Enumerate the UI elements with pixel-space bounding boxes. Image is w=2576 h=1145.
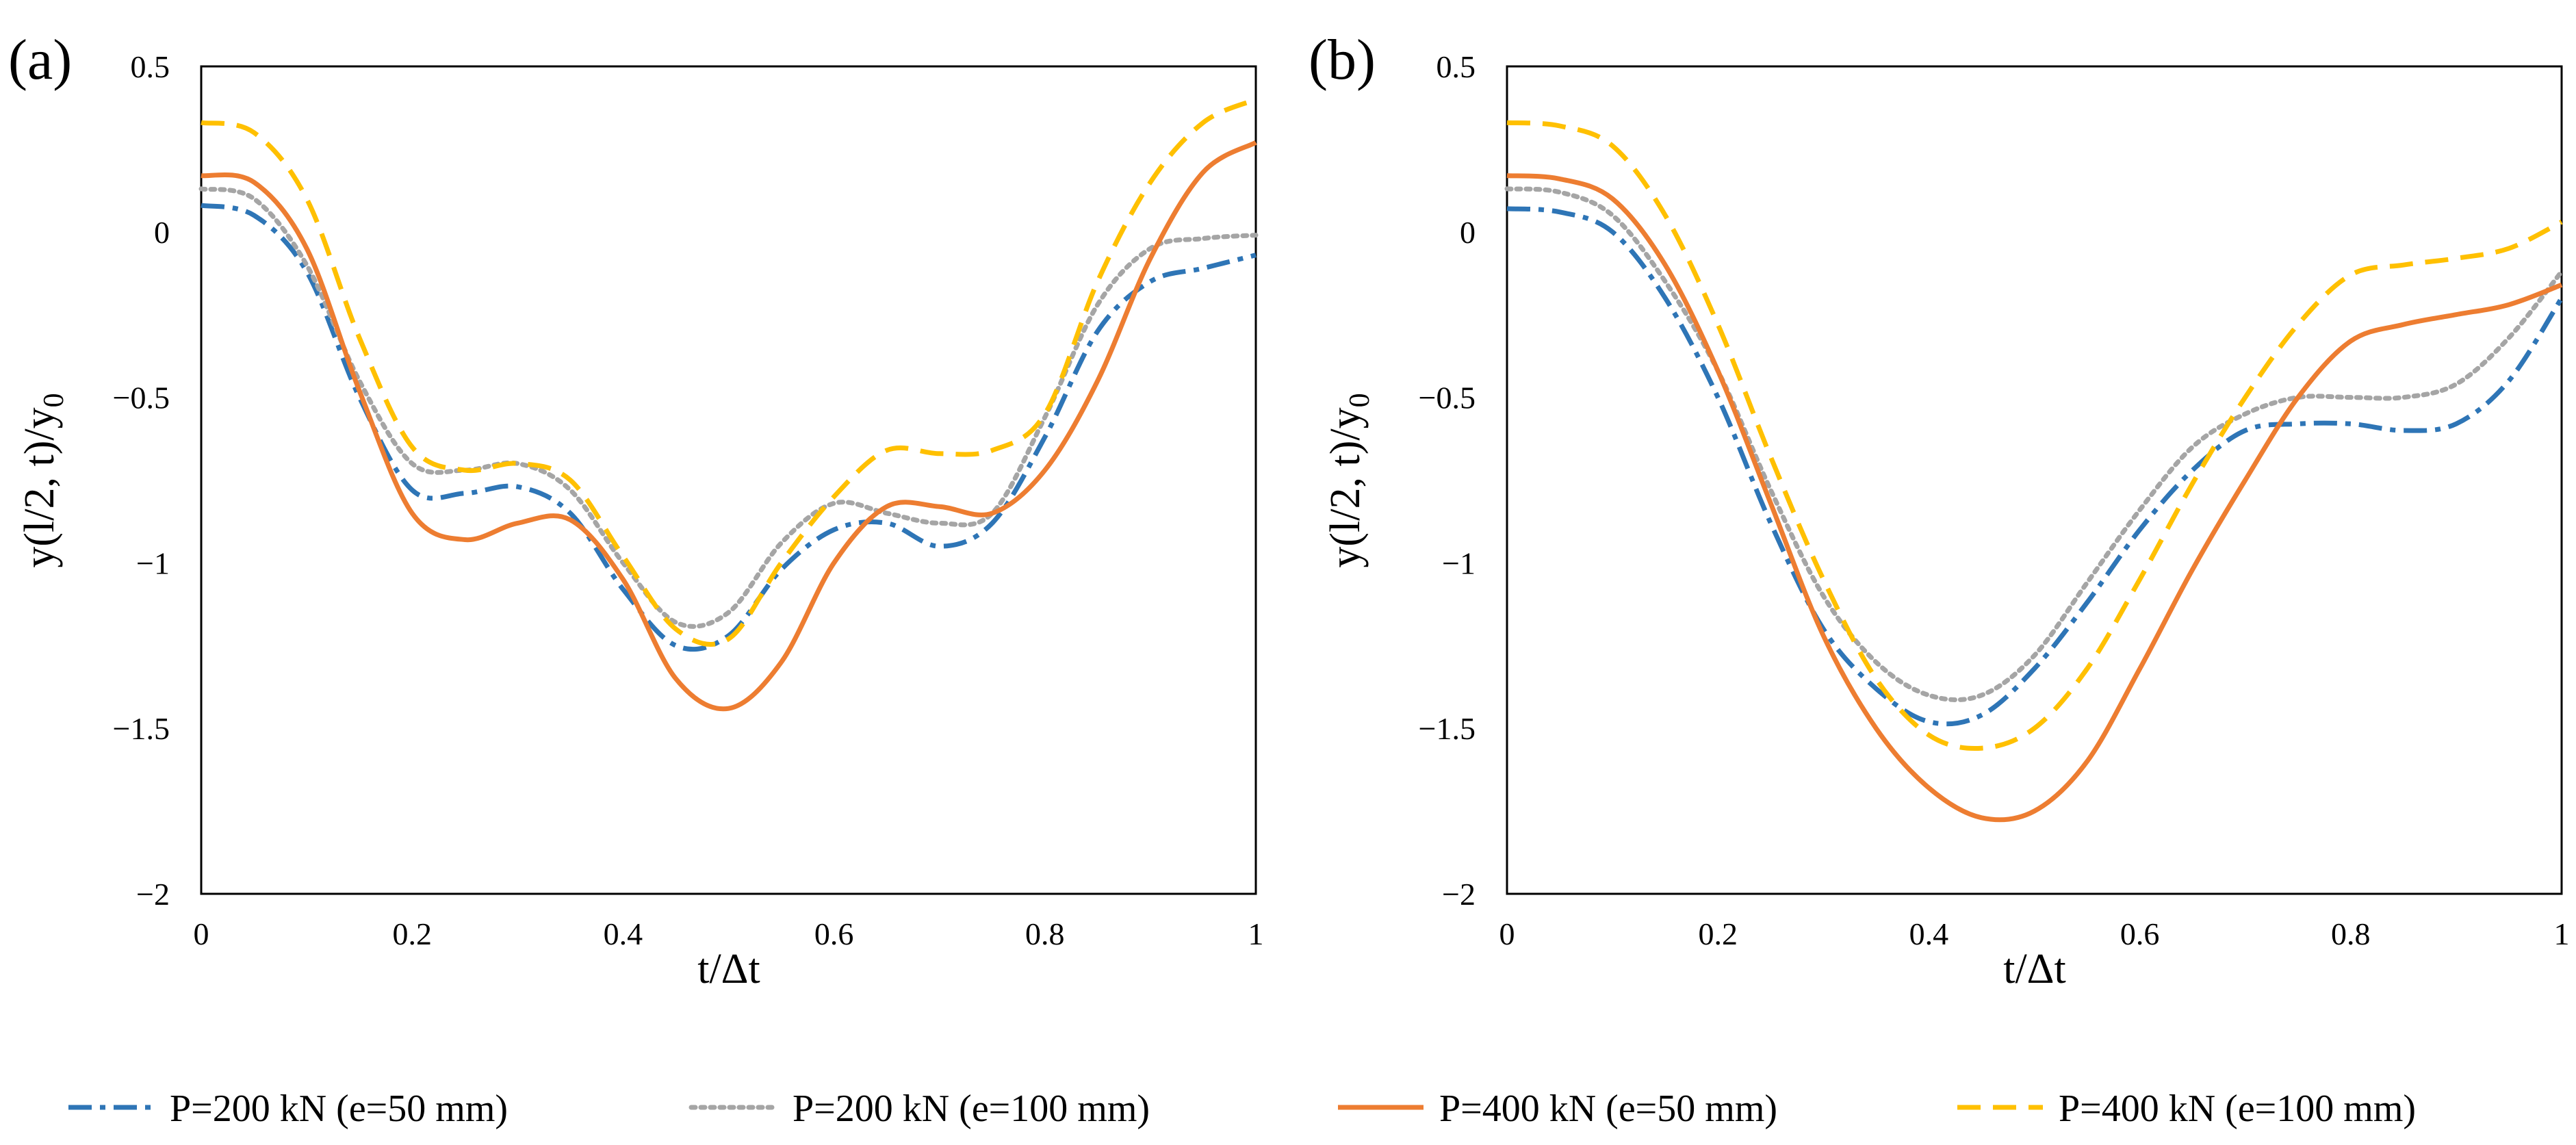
panel-b-x-tick-label: 0.4	[1909, 916, 1949, 951]
panel-b-ticks: 0 0.2 0.4 0.6 0.8 1 0.5 0 −0.5 −1 −1.5 −2	[1419, 49, 2570, 951]
panel-b-y-tick-label: −0.5	[1419, 381, 1476, 415]
panel-a-y-axis-title-sub: 0	[38, 393, 70, 407]
legend-entry-0: P=200 kN (e=50 mm)	[68, 1088, 508, 1130]
panel-a-series-p200-e50-line	[201, 203, 1257, 652]
panel-b-y-tick-label: −1.5	[1419, 711, 1476, 746]
panel-a-y-tick-label: 0.5	[131, 49, 170, 84]
panel-b-y-axis-title: y(l/2, t)/y0	[1322, 393, 1376, 567]
panel-a-y-tick-label: −2	[136, 877, 170, 912]
panel-b-y-axis-title-main: y(l/2, t)/y	[1322, 407, 1369, 567]
panel-a-x-axis-title: t/Δt	[697, 946, 760, 992]
legend-entry-2: P=400 kN (e=50 mm)	[1338, 1088, 1777, 1130]
panel-a-series-p400-e50-line	[201, 140, 1257, 712]
panel-a-y-tick-label: −0.5	[113, 381, 170, 415]
panel-b-series-p400-e100-line	[1506, 120, 2563, 751]
panel-a-x-tick-label: 0.6	[814, 916, 854, 951]
panel-b-x-tick-label: 0.2	[1698, 916, 1738, 951]
panel-a-y-tick-label: −1	[136, 545, 170, 580]
panel-a-plot-area	[200, 65, 1257, 895]
panel-b-y-tick-label: 0	[1460, 215, 1476, 250]
panel-b-y-tick-label: −1	[1442, 545, 1476, 580]
panel-b-series-p200-e100-line	[1504, 186, 2564, 702]
panel-a-series-lines	[198, 97, 1259, 712]
panel-b-x-axis-title: t/Δt	[2003, 946, 2066, 992]
panel-b-series-lines	[1504, 120, 2564, 823]
panel-a-x-tick-label: 0.2	[392, 916, 432, 951]
legend-entry-3: P=400 kN (e=100 mm)	[1957, 1088, 2416, 1130]
legend-label-0: P=200 kN (e=50 mm)	[170, 1088, 508, 1130]
panel-b-y-tick-label: −2	[1442, 877, 1476, 912]
legend-label-2: P=400 kN (e=50 mm)	[1439, 1088, 1777, 1130]
legend: P=200 kN (e=50 mm) P=200 kN (e=100 mm) P…	[68, 1088, 2416, 1130]
panel-a: (a) 0 0.2 0.4 0.6 0.8 10.50−0.5−1−1.5−2 t/Δt …	[8, 28, 1264, 992]
panel-a-y-tick-label: −1.5	[113, 711, 170, 746]
panel-b-x-tick-label: 0.6	[2120, 916, 2160, 951]
panel-b-series-p200-e50-line	[1506, 206, 2564, 727]
panel-a-x-tick-label: 0	[194, 916, 209, 951]
panel-a-x-tick-label: 1	[1248, 916, 1264, 951]
panel-b-x-tick-label: 0	[1499, 916, 1515, 951]
panel-a-ticks: 0 0.2 0.4 0.6 0.8 1 0.5 0 −0.5 −1 −1.5 −2	[113, 49, 1264, 951]
panel-a-y-tick-label: 0	[154, 215, 170, 250]
panel-b-label: (b)	[1309, 28, 1376, 92]
panel-b-x-tick-label: 0.8	[2331, 916, 2371, 951]
legend-label-1: P=200 kN (e=100 mm)	[793, 1088, 1150, 1130]
panel-a-y-axis-title-main: y(l/2, t)/y	[16, 407, 63, 567]
panel-b-y-tick-label: 0.5	[1437, 49, 1476, 84]
panel-b-x-tick-label: 1	[2554, 916, 2570, 951]
legend-label-3: P=400 kN (e=100 mm)	[2059, 1088, 2416, 1130]
panel-a-label: (a)	[8, 28, 72, 92]
panel-a-y-axis-title: y(l/2, t)/y0	[16, 393, 70, 567]
panel-a-series-p200-e100-line	[198, 186, 1259, 629]
panel-b-plot-area	[1506, 65, 2563, 895]
panel-b-y-axis-title-sub: 0	[1344, 393, 1376, 407]
panel-a-series-p400-e100-line	[201, 97, 1257, 647]
legend-entry-1: P=200 kN (e=100 mm)	[688, 1088, 1150, 1130]
panel-b: (b) 0 0.2 0.4 0.6 0.8 10.50−0.5−1−1.5−2 t/Δt …	[1309, 28, 2570, 992]
panel-a-x-tick-label: 0.4	[604, 916, 643, 951]
panel-b-series-p400-e50-line	[1506, 173, 2563, 823]
panel-a-x-tick-label: 0.8	[1025, 916, 1065, 951]
